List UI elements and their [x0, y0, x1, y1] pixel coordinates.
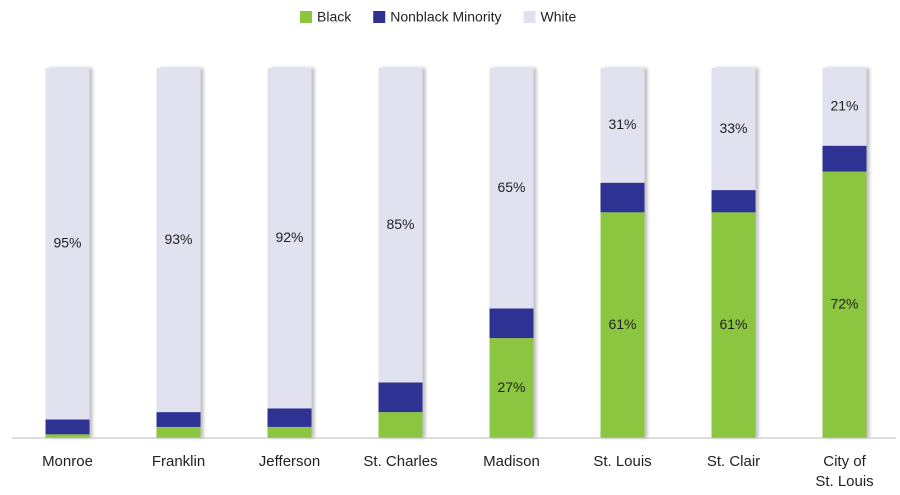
bar-segment — [45, 68, 90, 420]
bar-segment — [822, 68, 867, 146]
bar-segment — [600, 212, 645, 438]
legend-label: Black — [317, 9, 352, 25]
bar-segment — [822, 171, 867, 438]
bar-segment — [45, 434, 90, 438]
bar-segment — [600, 182, 645, 213]
bar-segment — [711, 190, 756, 213]
data-label: 72% — [830, 296, 858, 312]
bar-segment — [600, 68, 645, 183]
data-label: 92% — [275, 229, 303, 245]
bar-segment — [489, 338, 534, 438]
legend-label: White — [541, 9, 577, 25]
bar-stack — [711, 68, 756, 438]
x-tick-label: City of St. Louis — [815, 453, 874, 490]
bar-stack — [600, 68, 645, 438]
bar-segment — [711, 212, 756, 438]
data-label: 61% — [719, 316, 747, 332]
bar-segment — [156, 426, 201, 438]
data-label: 61% — [608, 316, 636, 332]
x-tick-label: St. Charles — [363, 453, 438, 470]
bar-stack — [822, 68, 867, 438]
legend-label: Nonblack Minority — [390, 9, 501, 25]
x-tick-label: St. Clair — [706, 453, 761, 470]
bar-segment — [267, 408, 312, 427]
bar-stack — [378, 68, 423, 438]
bar-segment — [267, 426, 312, 438]
data-label: 21% — [830, 98, 858, 114]
data-label: 33% — [719, 120, 747, 136]
bar-segment — [711, 68, 756, 191]
x-tick-label: Madison — [483, 453, 540, 470]
data-label: 27% — [497, 379, 525, 395]
bar-segment — [267, 68, 312, 409]
bar-segment — [156, 68, 201, 413]
x-tick-label: Jefferson — [258, 453, 321, 470]
bar-stack — [156, 68, 201, 438]
bar-segment — [378, 382, 423, 413]
bar-segment — [822, 145, 867, 172]
data-label: 65% — [497, 179, 525, 195]
bar-stack — [267, 68, 312, 438]
data-label: 93% — [164, 231, 192, 247]
bar-segment — [45, 419, 90, 435]
data-label: 95% — [53, 234, 81, 250]
x-tick-label: Monroe — [42, 453, 93, 470]
data-label: 31% — [608, 116, 636, 132]
bar-segment — [489, 68, 534, 309]
bar-segment — [378, 68, 423, 383]
x-tick-label: Franklin — [151, 453, 206, 470]
legend-swatch — [523, 11, 536, 23]
legend-swatch — [373, 11, 386, 23]
bar-stack — [489, 68, 534, 438]
bar-segment — [489, 308, 534, 339]
bar-segment — [378, 412, 423, 438]
x-tick-label: St. Louis — [593, 453, 652, 470]
legend-swatch — [300, 11, 312, 23]
data-label: 85% — [386, 216, 414, 232]
bar-stack — [45, 68, 90, 438]
bar-segment — [156, 412, 201, 427]
